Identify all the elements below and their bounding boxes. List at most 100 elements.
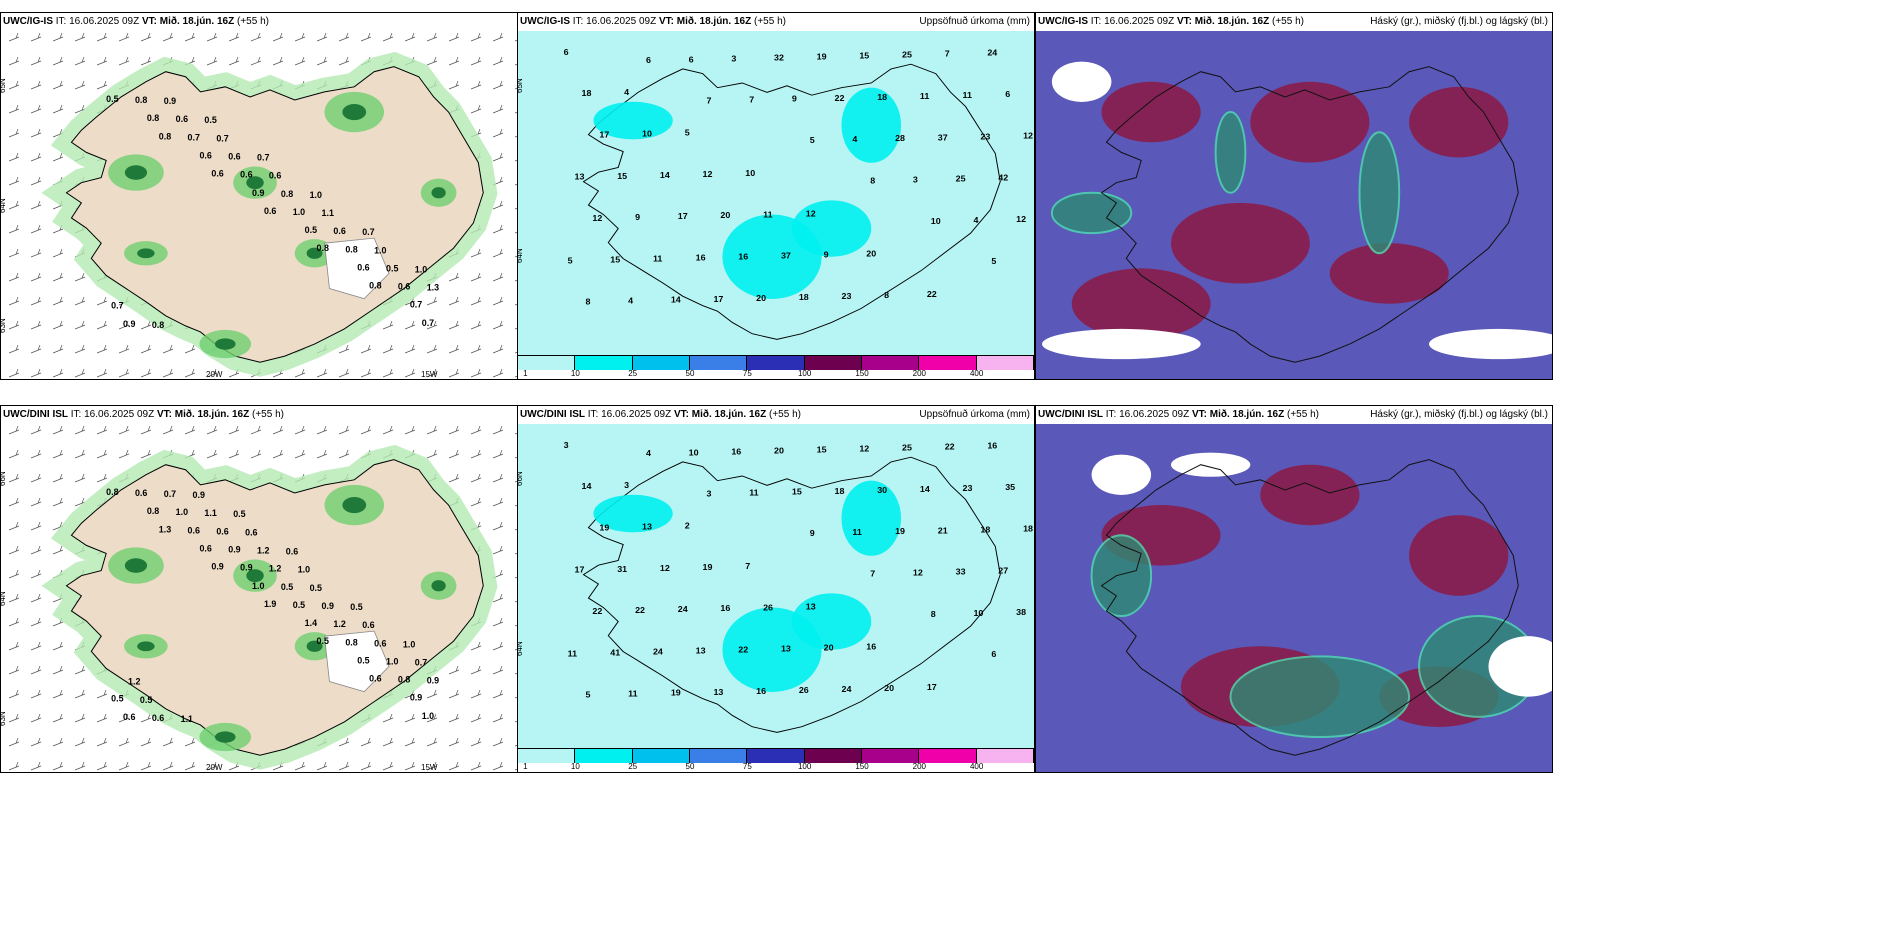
valid-label: VT:: [1176, 16, 1192, 27]
wind-barb: [8, 425, 20, 435]
wind-barb: [30, 344, 42, 354]
precip-value-label: 22: [927, 289, 937, 299]
precip-value-label: 11: [852, 527, 862, 537]
precip-value-label: 42: [998, 173, 1008, 183]
map-area[interactable]: 3 3 2 7 13 16 17 16 14 13 19 26 20 20 22 35 19 12 16 13 24 25…: [518, 424, 1034, 748]
precip-value-label: 3: [731, 54, 736, 64]
colorbar-swatch: [518, 356, 576, 370]
wind-barb: [426, 344, 438, 354]
wind-barb: [162, 425, 174, 435]
precip-value-label: 8: [931, 609, 936, 619]
precip-value-label: 0.7: [257, 152, 269, 162]
lat-label: 63N: [1, 711, 7, 726]
precip-value-label: 10: [689, 448, 699, 458]
precip-value-label: 35: [1005, 482, 1015, 492]
panel-precip-type-dini: UWC/DINI ISL IT: 16.06.2025 09Z VT: Mið.…: [0, 405, 518, 773]
colorbar-tick: 400: [969, 762, 984, 771]
precip-value-label: 21: [938, 525, 948, 535]
wind-barb: [52, 689, 64, 699]
wind-barb: [514, 552, 517, 555]
wind-barb: [492, 344, 504, 354]
precip-colorbar: 1 10 25 50 75 100 150 200 400: [518, 355, 1034, 379]
wind-barb: [514, 528, 517, 531]
wind-barb: [140, 449, 152, 459]
map-area[interactable]: 0.8 1.3 0.9 1.9 0.5 0.6 1.0 0.8 0.6 1.0 1.4 0.5 0.9 0…: [1, 424, 517, 772]
wind-barb: [30, 248, 42, 258]
wind-barb: [492, 425, 504, 435]
wind-barb: [448, 272, 460, 282]
wind-barb: [426, 368, 438, 378]
wind-barb: [492, 128, 504, 138]
colorbar-swatch: [575, 356, 633, 370]
wind-barb: [52, 368, 64, 378]
wind-barb: [8, 224, 20, 234]
precip-value-label: 0.6: [240, 170, 252, 180]
precip-value-label: 1.1: [322, 208, 334, 218]
wind-barb: [250, 56, 262, 66]
glacier: [324, 630, 390, 693]
panel-clouds-ig: UWC/IG-IS IT: 16.06.2025 09Z VT: Mið. 18…: [1035, 12, 1553, 380]
model-name: UWC/DINI ISL: [3, 409, 68, 420]
precip-value-label: 1.3: [159, 524, 171, 534]
precip-value-label: 0.8: [345, 637, 357, 647]
precip-value-label: 28: [895, 133, 905, 143]
init-time: IT: 16.06.2025 09Z: [55, 16, 140, 27]
precip-value-label: 18: [877, 92, 887, 102]
panel-clouds-dini: UWC/DINI ISL IT: 16.06.2025 09Z VT: Mið.…: [1035, 405, 1553, 773]
precip-value-label: 0.6: [369, 674, 381, 684]
wind-barb: [404, 425, 416, 435]
wind-barb: [74, 368, 86, 378]
wind-barb: [74, 713, 86, 723]
precip-value-label: 16: [738, 252, 748, 262]
precip-value-label: 11: [568, 649, 578, 659]
low-cloud-area: [1229, 655, 1411, 739]
precip-value-label: 20: [866, 249, 876, 259]
wind-barb: [30, 545, 42, 555]
precip-value-label: 12: [1023, 131, 1033, 141]
precip-value-label: 0.9: [322, 601, 334, 611]
wind-barb: [30, 320, 42, 330]
precip-value-label: 0.7: [422, 318, 434, 328]
wind-barb: [96, 32, 108, 42]
valid-time: Mið. 18.jún. 16Z: [1209, 409, 1285, 420]
precip-value-label: 0.6: [152, 713, 164, 723]
precip-value-label: 5: [685, 128, 690, 138]
wind-barb: [448, 80, 460, 90]
wind-barb: [426, 320, 438, 330]
precip-core: [137, 641, 155, 652]
precip-value-label: 19: [599, 523, 609, 533]
wind-barb: [30, 200, 42, 210]
colorbar-swatches: [518, 748, 1034, 763]
map-canvas: 0.81.30.91.90.50.61.00.80.61.01.40.50.90…: [1, 425, 517, 772]
wind-barb: [470, 104, 482, 114]
map-area[interactable]: 6 4 5 10 12 20 22 24 18 10 12 11 9 8 7 6 17 14 20 37 23 25 11 1…: [518, 31, 1034, 355]
wind-barb: [184, 32, 196, 42]
map-area[interactable]: 0.5 0.8 0.6 0.6 0.8 0.8 0.7 0.8 0.6 0.9 0.5 0.6 0.7 0…: [1, 31, 517, 379]
precip-value-label: 4: [973, 215, 978, 225]
wind-barb: [140, 56, 152, 66]
wind-barb: [492, 56, 504, 66]
precip-value-label: 26: [763, 602, 773, 612]
wind-barb: [206, 761, 218, 771]
model-name: UWC/DINI ISL: [520, 409, 585, 420]
wind-barb: [52, 248, 64, 258]
precip-value-label: 6: [1005, 89, 1010, 99]
wind-barb: [514, 432, 517, 435]
wind-barb: [448, 713, 460, 723]
model-name: UWC/IG-IS: [1038, 16, 1088, 27]
precip-value-label: 19: [671, 688, 681, 698]
map-area[interactable]: [1036, 424, 1552, 772]
precip-value-label: 8: [884, 290, 889, 300]
wind-barb: [74, 320, 86, 330]
precip-value-label: 0.8: [345, 244, 357, 254]
wind-barb: [96, 713, 108, 723]
wind-barb: [8, 737, 20, 747]
wind-barb: [448, 296, 460, 306]
wind-barb: [8, 344, 20, 354]
wind-barb: [118, 449, 130, 459]
high-cloud-area: [1071, 268, 1211, 340]
wind-barb: [470, 425, 482, 435]
colorbar-tick: 100: [797, 369, 812, 378]
precip-value-label: 18: [582, 88, 592, 98]
map-area[interactable]: [1036, 31, 1552, 379]
